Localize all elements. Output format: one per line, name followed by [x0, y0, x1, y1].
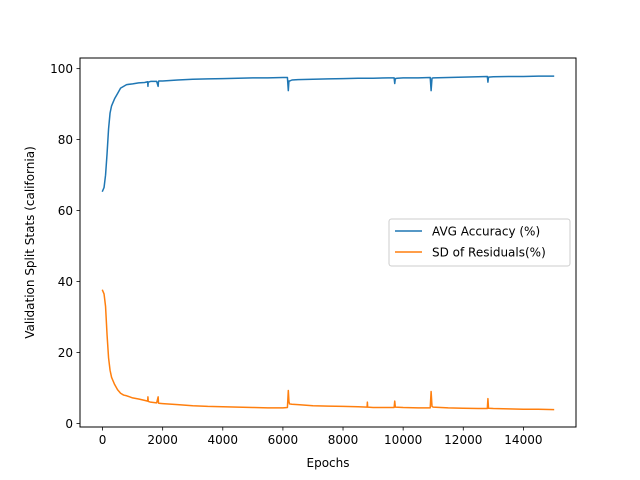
x-tick-label: 14000	[504, 433, 542, 447]
x-axis-label: Epochs	[307, 456, 350, 470]
x-tick-label: 6000	[268, 433, 299, 447]
x-tick-label: 0	[99, 433, 107, 447]
legend: AVG Accuracy (%) SD of Residuals(%)	[388, 218, 571, 267]
legend-label: SD of Residuals(%)	[432, 246, 546, 260]
x-tick-label: 8000	[328, 433, 359, 447]
y-tick-label: 0	[65, 417, 73, 431]
y-axis-label: Validation Split Stats (california)	[23, 146, 37, 339]
y-tick-label: 20	[58, 346, 73, 360]
y-tick-label: 100	[50, 62, 73, 76]
x-tick-label: 2000	[147, 433, 178, 447]
y-axis-ticks: 0 20 40 60 80 100	[50, 62, 80, 431]
legend-label: AVG Accuracy (%)	[432, 225, 540, 239]
y-tick-label: 60	[58, 204, 73, 218]
plot-frame	[79, 57, 577, 428]
y-tick-label: 40	[58, 275, 73, 289]
series-line-1	[101, 289, 555, 411]
series-layer	[101, 75, 555, 411]
x-tick-label: 4000	[208, 433, 239, 447]
x-axis-ticks: 0 2000 4000 6000 8000 10000 12000 14000	[99, 427, 542, 447]
x-tick-label: 10000	[384, 433, 422, 447]
series-line-0	[101, 75, 555, 193]
x-tick-label: 12000	[444, 433, 482, 447]
legend-box	[388, 218, 571, 267]
y-tick-label: 80	[58, 133, 73, 147]
